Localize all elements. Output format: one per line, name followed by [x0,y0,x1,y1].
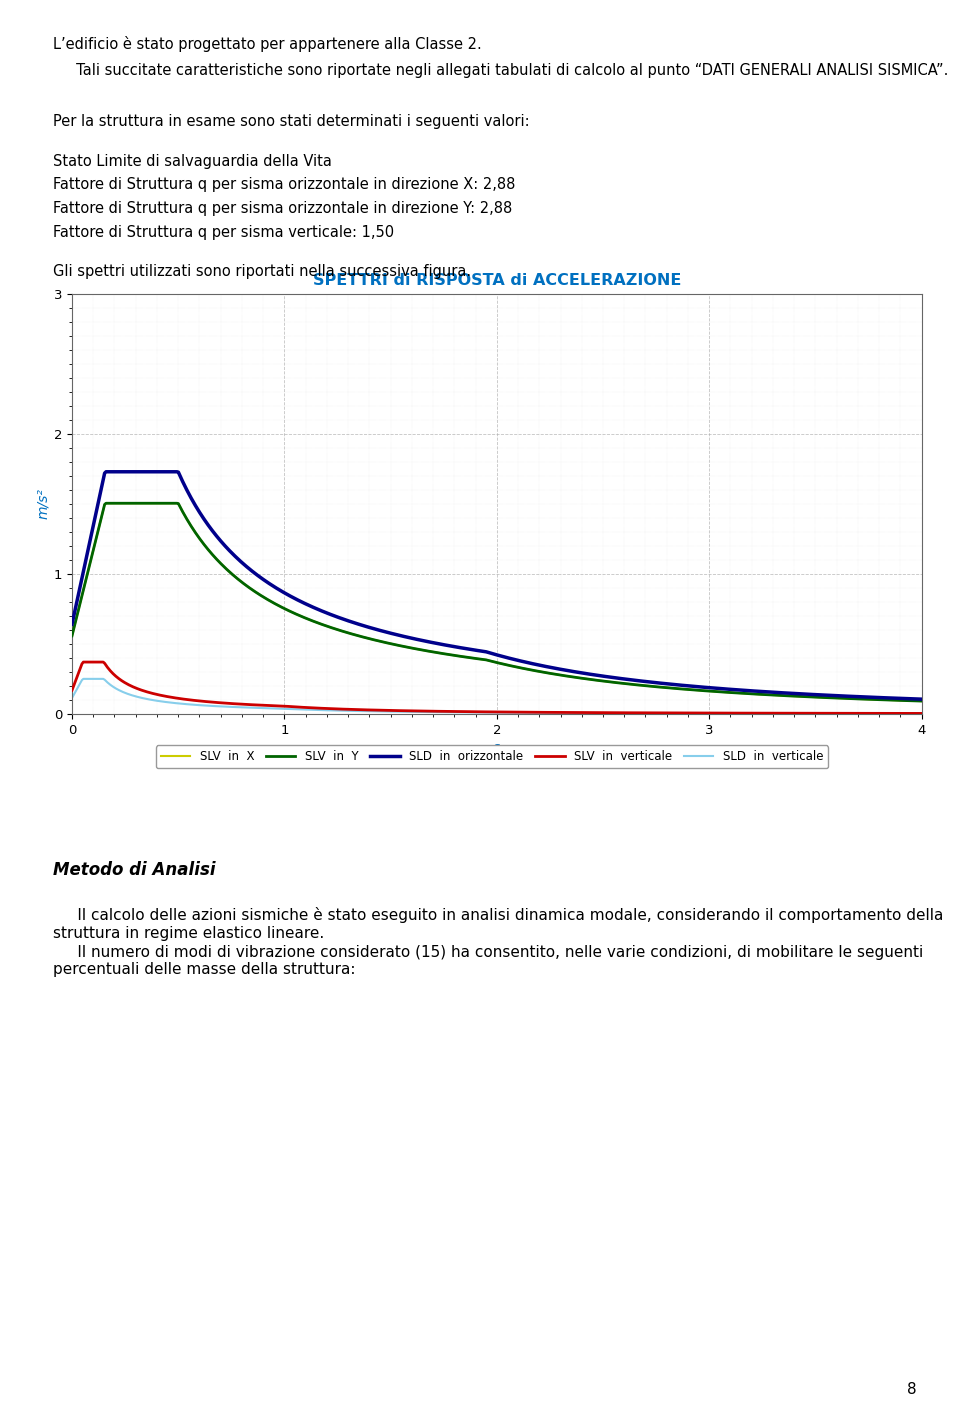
Text: Il calcolo delle azioni sismiche è stato eseguito in analisi dinamica modale, co: Il calcolo delle azioni sismiche è stato… [53,908,943,940]
Text: Il numero di modi di vibrazione considerato (15) ha consentito, nelle varie cond: Il numero di modi di vibrazione consider… [53,945,924,978]
Text: Fattore di Struttura q per sisma verticale: 1,50: Fattore di Struttura q per sisma vertica… [53,225,394,239]
Text: Stato Limite di salvaguardia della Vita: Stato Limite di salvaguardia della Vita [53,154,331,168]
Text: Fattore di Struttura q per sisma orizzontale in direzione Y: 2,88: Fattore di Struttura q per sisma orizzon… [53,201,512,217]
Text: Per la struttura in esame sono stati determinati i seguenti valori:: Per la struttura in esame sono stati det… [53,114,529,130]
Legend: SLV  in  X, SLV  in  Y, SLD  in  orizzontale, SLV  in  verticale, SLD  in  verti: SLV in X, SLV in Y, SLD in orizzontale, … [156,745,828,768]
Text: Gli spettri utilizzati sono riportati nella successiva figura.: Gli spettri utilizzati sono riportati ne… [53,264,471,279]
Text: Tali succitate caratteristiche sono riportate negli allegati tabulati di calcolo: Tali succitate caratteristiche sono ripo… [53,63,948,78]
Text: Fattore di Struttura q per sisma orizzontale in direzione X: 2,88: Fattore di Struttura q per sisma orizzon… [53,177,516,192]
X-axis label: s: s [493,741,500,755]
Text: 8: 8 [907,1381,917,1396]
Title: SPETTRI di RISPOSTA di ACCELERAZIONE: SPETTRI di RISPOSTA di ACCELERAZIONE [313,274,681,288]
Y-axis label: m/s²: m/s² [36,489,50,519]
Text: L’edificio è stato progettato per appartenere alla Classe 2.: L’edificio è stato progettato per appart… [53,36,482,51]
Text: Metodo di Analisi: Metodo di Analisi [53,861,215,879]
